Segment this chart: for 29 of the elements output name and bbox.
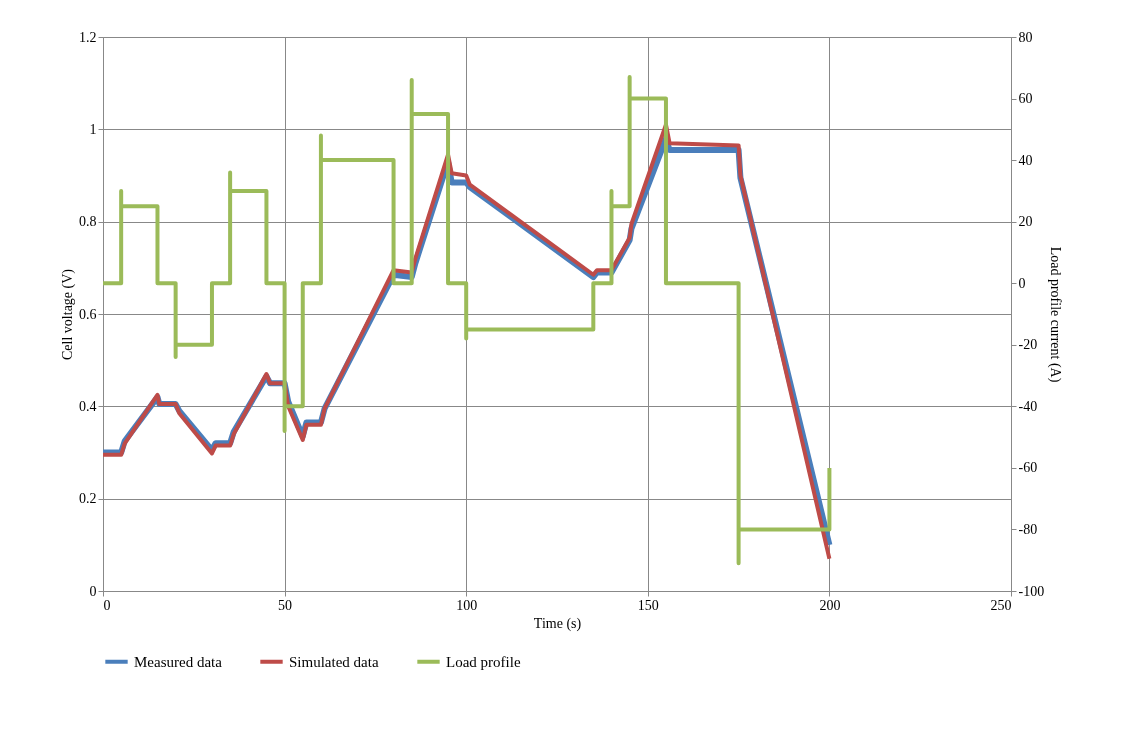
y-tick-label: 0.2 bbox=[79, 491, 97, 507]
x-axis-title: Time (s) bbox=[533, 615, 582, 632]
y-tick-label: 0.4 bbox=[79, 398, 97, 414]
y2-tick-label: 80 bbox=[1018, 29, 1033, 45]
y2-tick-label: 20 bbox=[1018, 214, 1033, 230]
legend-label: Simulated data bbox=[289, 653, 379, 670]
y2-axis-title: Load profile current (A) bbox=[1047, 246, 1064, 383]
x-tick-label: 50 bbox=[278, 597, 293, 613]
y2-tick-label: -60 bbox=[1018, 460, 1038, 476]
y-tick-label: 0.8 bbox=[79, 214, 97, 230]
y-axis-title: Cell voltage (V) bbox=[60, 268, 76, 360]
y2-tick-label: 40 bbox=[1018, 152, 1033, 168]
y-tick-label: 0.6 bbox=[79, 306, 97, 322]
y-tick-label: 1 bbox=[89, 121, 97, 137]
y-tick-label: 1.2 bbox=[79, 29, 97, 45]
x-tick-label: 250 bbox=[990, 597, 1012, 613]
y2-tick-label: -80 bbox=[1018, 521, 1038, 537]
x-tick-label: 0 bbox=[103, 597, 111, 613]
x-tick-label: 100 bbox=[456, 597, 478, 613]
y2-tick-label: -100 bbox=[1018, 583, 1045, 599]
y2-tick-label: 60 bbox=[1018, 91, 1033, 107]
legend-label: Measured data bbox=[134, 653, 223, 670]
y-tick-label: 0 bbox=[89, 583, 97, 599]
x-tick-label: 150 bbox=[637, 597, 659, 613]
y2-tick-label: 0 bbox=[1018, 275, 1026, 291]
y2-tick-label: -40 bbox=[1018, 398, 1038, 414]
legend-label: Load profile bbox=[446, 653, 521, 670]
y2-tick-label: -20 bbox=[1018, 337, 1038, 353]
x-tick-label: 200 bbox=[819, 597, 841, 613]
